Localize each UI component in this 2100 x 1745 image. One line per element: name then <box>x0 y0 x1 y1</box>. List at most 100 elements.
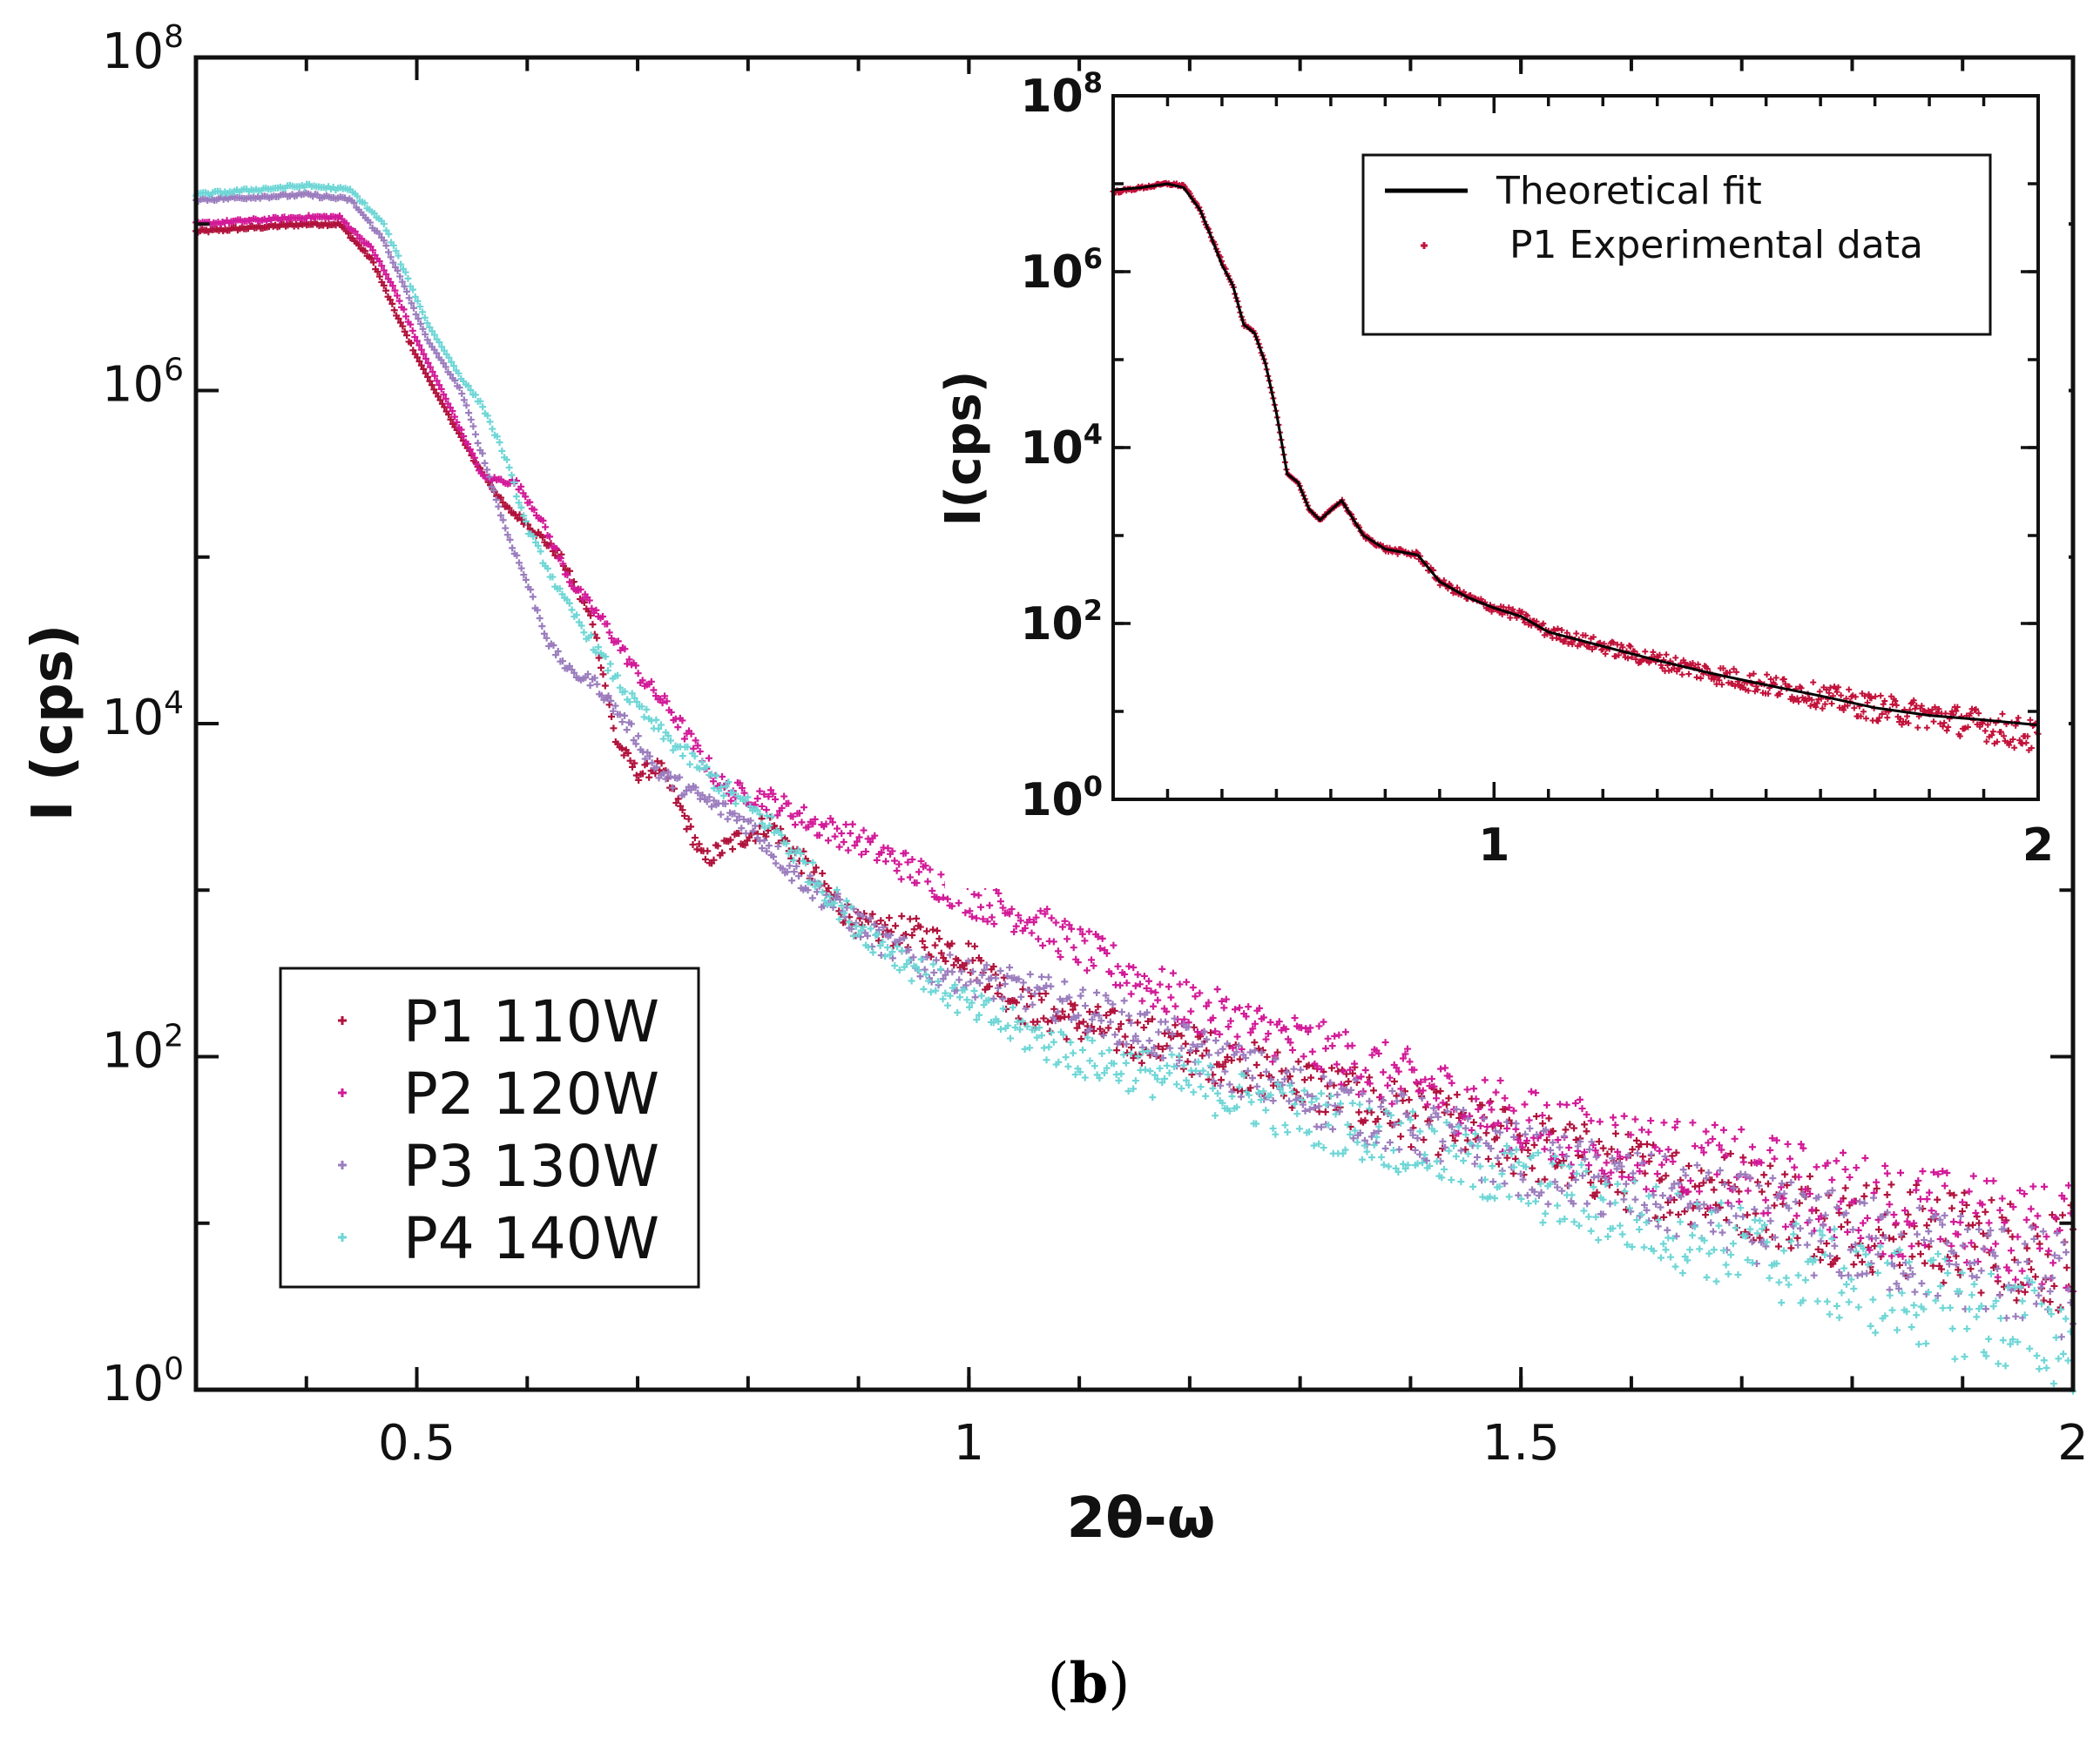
data-point <box>936 966 944 974</box>
data-point <box>1821 701 1828 708</box>
data-point <box>687 823 695 831</box>
data-point <box>2036 1365 2043 1373</box>
data-point <box>415 315 422 323</box>
data-point <box>653 758 661 765</box>
data-point <box>517 503 525 511</box>
data-point <box>659 770 667 778</box>
data-point <box>2055 1355 2063 1363</box>
data-point <box>1639 1153 1647 1161</box>
data-point <box>1583 1167 1590 1175</box>
data-point <box>1145 1037 1153 1045</box>
data-point <box>1439 1137 1447 1145</box>
data-point <box>687 730 695 738</box>
data-point <box>1391 1121 1399 1129</box>
data-point <box>1156 1064 1164 1072</box>
data-point <box>765 792 773 800</box>
data-point <box>1505 1146 1513 1154</box>
data-point <box>1577 1138 1584 1146</box>
data-point <box>1872 1234 1880 1242</box>
data-point <box>966 907 974 915</box>
data-point <box>1430 1128 1438 1135</box>
data-point <box>1217 1081 1225 1089</box>
data-point <box>1631 1196 1639 1203</box>
data-point <box>1973 1274 1981 1282</box>
data-point <box>1235 1083 1243 1091</box>
data-point <box>1665 1195 1673 1203</box>
data-point <box>1674 1210 1682 1218</box>
data-point <box>1584 1213 1592 1221</box>
data-point <box>1304 1027 1312 1035</box>
data-point <box>1912 1186 1920 1194</box>
data-point <box>1505 1193 1513 1201</box>
data-point <box>2026 1344 2034 1352</box>
data-point <box>467 386 475 394</box>
data-point <box>423 320 431 327</box>
data-point <box>1971 1243 1979 1250</box>
data-point <box>867 925 874 933</box>
data-point <box>1897 1169 1905 1176</box>
data-point <box>1273 1048 1281 1056</box>
data-point <box>742 830 750 838</box>
data-point <box>616 684 624 691</box>
data-point <box>1131 982 1139 990</box>
data-point <box>1501 1106 1509 1114</box>
data-point <box>1199 1041 1206 1048</box>
data-point <box>1763 1238 1771 1246</box>
data-point <box>1875 1226 1883 1234</box>
data-point <box>2057 1305 2065 1313</box>
data-point <box>1713 1170 1721 1178</box>
data-point <box>1582 632 1589 639</box>
data-point <box>396 273 404 280</box>
y-tick-base: 10 <box>102 690 164 746</box>
data-point <box>1633 1162 1641 1169</box>
data-point <box>1994 738 2001 745</box>
data-point <box>1833 689 1840 696</box>
data-point <box>1320 1144 1327 1152</box>
data-point <box>674 795 682 803</box>
data-point <box>1043 906 1051 913</box>
data-point <box>1399 1054 1407 1062</box>
data-point <box>977 903 985 911</box>
data-point <box>2064 1285 2072 1293</box>
data-point <box>979 915 987 923</box>
data-point <box>1998 1195 2006 1203</box>
data-point <box>1729 1240 1737 1248</box>
data-point <box>2001 732 2007 739</box>
data-point <box>1574 1142 1582 1150</box>
data-point <box>1349 1135 1357 1142</box>
data-point <box>1965 1188 1973 1196</box>
data-point <box>1344 1121 1352 1129</box>
data-point <box>1862 1182 1870 1189</box>
data-point <box>368 254 375 262</box>
data-point <box>1433 1157 1441 1165</box>
data-point <box>1627 1208 1635 1216</box>
data-point <box>1874 718 1881 724</box>
data-point <box>1097 1017 1105 1025</box>
data-point <box>645 773 653 781</box>
data-point <box>515 499 523 507</box>
data-point <box>1620 1196 1628 1203</box>
data-point <box>1455 1114 1463 1122</box>
data-point <box>1315 1022 1323 1030</box>
data-point <box>1758 1159 1766 1167</box>
data-point <box>1833 1302 1840 1310</box>
data-point <box>1638 1159 1646 1167</box>
data-point <box>1997 729 2004 736</box>
data-point <box>1854 1251 1862 1259</box>
data-point <box>685 815 692 823</box>
data-point <box>1130 964 1138 972</box>
data-point <box>740 789 748 797</box>
data-point <box>1695 661 1702 668</box>
data-point <box>929 960 937 968</box>
data-point <box>1972 1209 1980 1217</box>
data-point <box>1664 1146 1672 1154</box>
data-point <box>1618 1230 1626 1238</box>
data-point <box>1253 1082 1261 1090</box>
data-point <box>602 653 610 661</box>
data-point <box>1340 1068 1347 1075</box>
data-point <box>394 266 402 274</box>
data-point <box>481 459 489 467</box>
data-point <box>1957 1212 1965 1220</box>
data-point <box>1892 697 1899 704</box>
data-point <box>2016 1187 2024 1195</box>
